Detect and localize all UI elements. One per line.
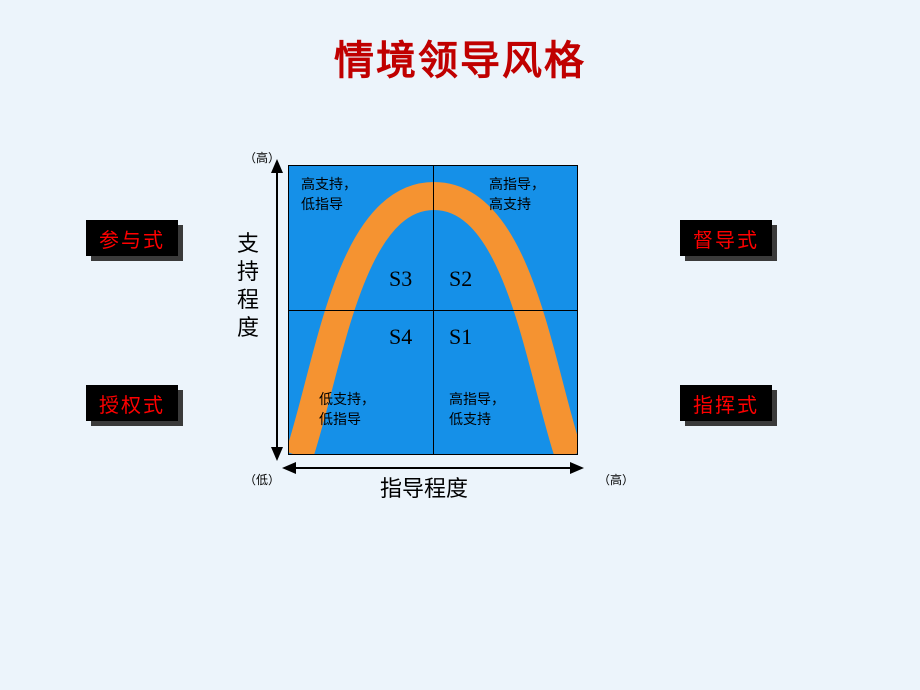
y-axis-line [276, 165, 278, 455]
quadrant-bl-code: S4 [389, 324, 412, 350]
x-arrow-left-icon [282, 462, 296, 474]
x-axis-line [288, 467, 578, 469]
quadrant-br-code: S1 [449, 324, 472, 350]
x-arrow-right-icon [570, 462, 584, 474]
chart-wrap: 高支持， 低指导 S3 高指导， 高支持 S2 低支持， 低指导 S4 高指导，… [288, 165, 578, 455]
x-axis-high: （高） [598, 471, 634, 488]
page-title: 情境领导风格 [0, 0, 920, 86]
style-directing: 指挥式 [680, 385, 772, 421]
style-participative: 参与式 [86, 220, 178, 256]
diagram-area: 参与式 授权式 督导式 指挥式 支持程度 （高） （低） 指导程度 （高） 高支… [0, 155, 920, 495]
y-axis-low: （低） [244, 471, 280, 488]
quadrant-tr-code: S2 [449, 266, 472, 292]
style-delegating: 授权式 [86, 385, 178, 421]
quadrant-bl-text: 低支持， 低指导 [319, 391, 375, 431]
style-delegating-label: 授权式 [86, 385, 178, 421]
quadrant-tl-code: S3 [389, 266, 412, 292]
style-coaching-label: 督导式 [680, 220, 772, 256]
quadrant-chart: 高支持， 低指导 S3 高指导， 高支持 S2 低支持， 低指导 S4 高指导，… [288, 165, 578, 455]
quadrant-tl-text: 高支持， 低指导 [301, 176, 357, 216]
style-directing-label: 指挥式 [680, 385, 772, 421]
y-arrow-down-icon [271, 447, 283, 461]
y-axis-label: 支持程度 [236, 230, 260, 342]
quadrant-br-text: 高指导， 低支持 [449, 391, 505, 431]
x-axis-label: 指导程度 [380, 471, 468, 503]
y-axis-high: （高） [244, 149, 280, 166]
grid-hline [289, 310, 577, 311]
style-participative-label: 参与式 [86, 220, 178, 256]
quadrant-tr-text: 高指导， 高支持 [489, 176, 545, 216]
style-coaching: 督导式 [680, 220, 772, 256]
